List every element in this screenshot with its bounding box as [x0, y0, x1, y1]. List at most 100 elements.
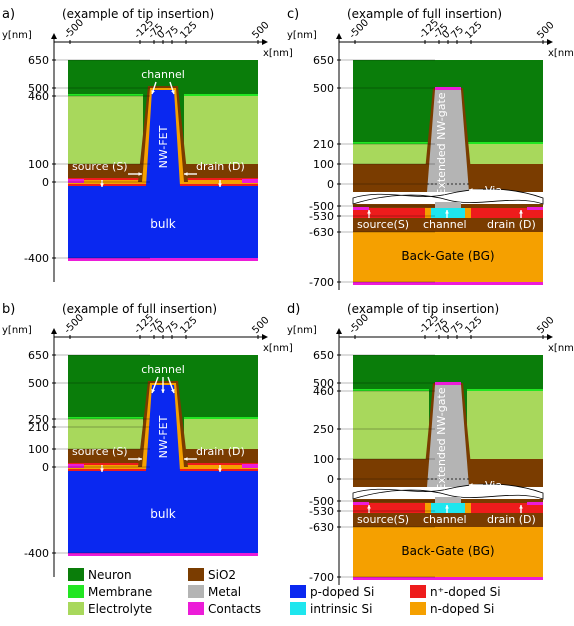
source-arrow-head	[367, 505, 371, 509]
electrolyte-right	[467, 391, 543, 459]
legend-label: SiO2	[208, 568, 236, 582]
electrolyte-left-low	[68, 427, 143, 449]
y-tick-label: -400	[24, 547, 49, 560]
membrane-right	[184, 417, 258, 419]
panel-caption: (example of full insertion)	[347, 7, 502, 21]
legend-label: n⁺-doped Si	[430, 585, 501, 599]
y-tick-label: -530	[309, 505, 334, 518]
y-tick-label: 250	[313, 423, 334, 436]
legend-item: p-doped Si	[290, 585, 374, 599]
electrolyte-right	[467, 144, 543, 164]
channel-label: channel	[141, 363, 185, 376]
y-tick-label: 0	[42, 176, 49, 189]
panel-d: d) (example of tip insertion) Extended NW-…	[287, 302, 574, 585]
membrane-left	[68, 417, 143, 419]
x-axis-label: x[nm]	[548, 343, 574, 354]
legend-item: Electrolyte	[68, 602, 152, 616]
y-tick-label: -630	[309, 226, 334, 239]
x-tick-label: 125	[463, 20, 484, 41]
membrane-right	[467, 389, 543, 391]
source-arrow-head	[367, 210, 371, 214]
membrane-left	[68, 94, 143, 96]
channel-arrow-head	[445, 210, 449, 214]
channel-label: channel	[423, 513, 467, 526]
legend-swatch	[188, 602, 204, 615]
y-tick-label: 250	[28, 413, 49, 426]
buried-oxide	[353, 513, 543, 527]
legend-swatch	[68, 602, 84, 615]
x-tick-label: 125	[463, 315, 484, 336]
electrolyte-right	[184, 96, 258, 164]
back-gate	[353, 232, 543, 282]
y-tick-label: 0	[42, 461, 49, 474]
y-tick-label: 500	[28, 82, 49, 95]
y-tick-label: 100	[28, 158, 49, 171]
drain-label: drain (D)	[196, 445, 245, 458]
device-label: Extended NW-gate	[435, 387, 448, 490]
channel-arrow-left-head	[151, 389, 156, 393]
device-label: NW-FET	[157, 125, 170, 168]
drain-arrow-down-head	[218, 468, 222, 472]
gate-top-contact	[435, 382, 461, 385]
panel-letter: b)	[2, 302, 15, 317]
y-tick-label: 650	[28, 54, 49, 67]
drain-arrow-head	[519, 210, 523, 214]
source-contact	[68, 179, 84, 183]
legend-swatch	[188, 585, 204, 598]
y-tick-label: 500	[313, 377, 334, 390]
legend-swatch	[68, 585, 84, 598]
via	[435, 497, 461, 505]
channel-arrow-right-head	[171, 90, 175, 94]
source-arrow-down-head	[100, 183, 104, 187]
source-contact	[353, 502, 369, 505]
membrane-right	[467, 142, 543, 144]
legend-label: intrinsic Si	[310, 602, 372, 616]
y-tick-label: 650	[313, 349, 334, 362]
panel-letter: d)	[287, 302, 300, 317]
channel-arrow-mid-head	[161, 389, 165, 393]
y-tick-label: 460	[313, 385, 334, 398]
panel-caption: (example of tip insertion)	[347, 302, 499, 316]
drain-arrow-head	[184, 457, 188, 461]
y-tick-label: 100	[28, 443, 49, 456]
drain-n-layer	[178, 180, 258, 184]
legend-item: intrinsic Si	[290, 602, 372, 616]
panel-letter: c)	[287, 7, 299, 22]
electrolyte-left	[353, 391, 429, 459]
source-arrow-head	[138, 457, 142, 461]
channel-arrow-right-head	[170, 389, 175, 393]
membrane-left	[353, 389, 429, 391]
source-label: source (S)	[72, 160, 128, 173]
y-tick-label: 100	[313, 453, 334, 466]
x-axis-label: x[nm]	[263, 48, 293, 59]
y-axis-label: y[nm]	[287, 30, 317, 41]
legend-item: n⁺-doped Si	[410, 585, 501, 599]
y-tick-label: 100	[313, 158, 334, 171]
y-tick-label: 500	[28, 377, 49, 390]
electrolyte-left	[353, 144, 429, 164]
x-tick-label: 500	[535, 315, 556, 336]
bulk-contact	[68, 553, 258, 556]
panel-caption: (example of full insertion)	[62, 302, 217, 316]
legend-item: Metal	[188, 585, 241, 599]
x-axis-label: x[nm]	[548, 48, 574, 59]
back-gate-contact	[353, 282, 543, 285]
bulk-region	[68, 186, 258, 258]
nanowire-body	[146, 90, 180, 186]
legend-swatch	[290, 602, 306, 615]
x-axis-label: x[nm]	[263, 343, 293, 354]
buried-oxide	[353, 218, 543, 232]
bulk-label: bulk	[150, 217, 176, 231]
via-label: Via	[485, 184, 502, 197]
panel-c: c) (example of full insertion) Extended NW…	[287, 7, 574, 290]
via-label: Via	[485, 479, 502, 492]
x-axis-arrow	[262, 39, 268, 45]
legend-item: n-doped Si	[410, 602, 494, 616]
y-tick-label: -400	[24, 252, 49, 265]
legend-swatch	[410, 602, 426, 615]
x-tick-label: 500	[535, 20, 556, 41]
y-tick-label: 500	[313, 82, 334, 95]
channel-arrow-head	[445, 505, 449, 509]
legend-swatch	[410, 585, 426, 598]
bulk-contact	[68, 258, 258, 261]
